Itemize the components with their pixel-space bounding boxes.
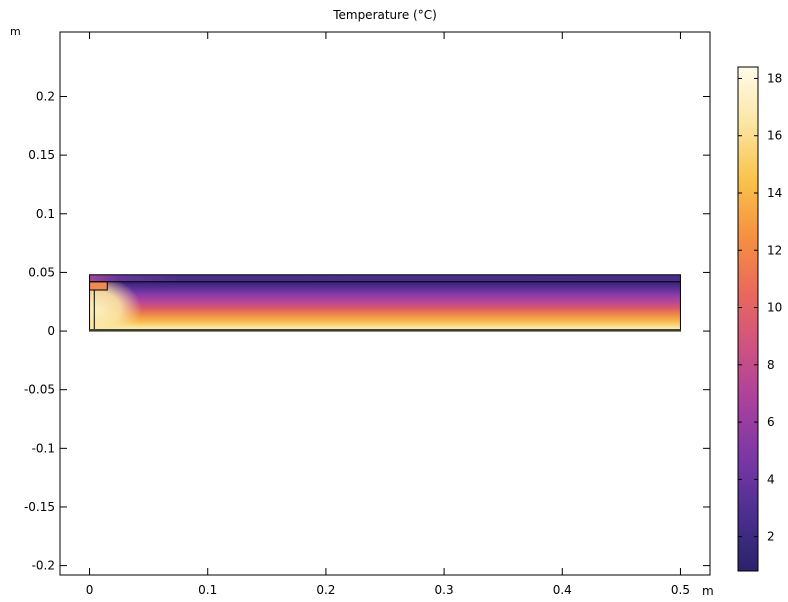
- inner-step-outline: [89, 281, 108, 291]
- bottom-layer: [89, 329, 681, 332]
- axes: 0 0.1 0.2 0.3 0.4 0.5 0.2 0.15 0.1 0.05 0 -0.05 -0.1…: [24, 32, 710, 597]
- x-tick-label: 0.4: [553, 583, 572, 597]
- colorbar-tick-label: 2: [767, 530, 775, 544]
- colorbar-tick-label: 12: [767, 243, 782, 257]
- colorbar-tick-label: 10: [767, 301, 782, 315]
- y-tick-label: -0.1: [32, 441, 55, 455]
- y-unit-label: m: [10, 25, 21, 38]
- temperature-field-hot-corner: [89, 281, 142, 332]
- colorbar-gradient: [737, 66, 759, 572]
- y-tick-label: -0.15: [24, 500, 55, 514]
- y-tick-label: -0.2: [32, 559, 55, 573]
- x-tick-label: 0: [86, 583, 94, 597]
- x-tick-label: 0.3: [435, 583, 454, 597]
- x-tick-label: 0.1: [198, 583, 217, 597]
- colorbar: 18 16 14 12 10 8 6 4 2: [737, 66, 782, 572]
- x-unit-label: m: [702, 584, 714, 598]
- plot-frame: [59, 31, 711, 576]
- temperature-field-top-layer: [89, 274, 681, 282]
- x-tick-label: 0.2: [316, 583, 335, 597]
- colorbar-tick-label: 6: [767, 415, 775, 429]
- y-tick-label: -0.05: [24, 383, 55, 397]
- x-tick-label: 0.5: [671, 583, 690, 597]
- temperature-field-body: [89, 281, 681, 332]
- y-tick-label: 0: [47, 324, 55, 338]
- chart-title: Temperature (°C): [332, 8, 437, 22]
- colorbar-tick-label: 8: [767, 358, 775, 372]
- temperature-field-step: [89, 281, 108, 291]
- colorbar-tick-label: 14: [767, 186, 782, 200]
- y-tick-label: 0.05: [28, 265, 55, 279]
- colorbar-tick-label: 16: [767, 129, 782, 143]
- y-tick-label: 0.15: [28, 148, 55, 162]
- colorbar-tick-label: 4: [767, 472, 775, 486]
- y-tick-label: 0.1: [36, 207, 55, 221]
- y-tick-label: 0.2: [36, 90, 55, 104]
- colorbar-tick-label: 18: [767, 71, 782, 85]
- temperature-domain: [89, 274, 681, 332]
